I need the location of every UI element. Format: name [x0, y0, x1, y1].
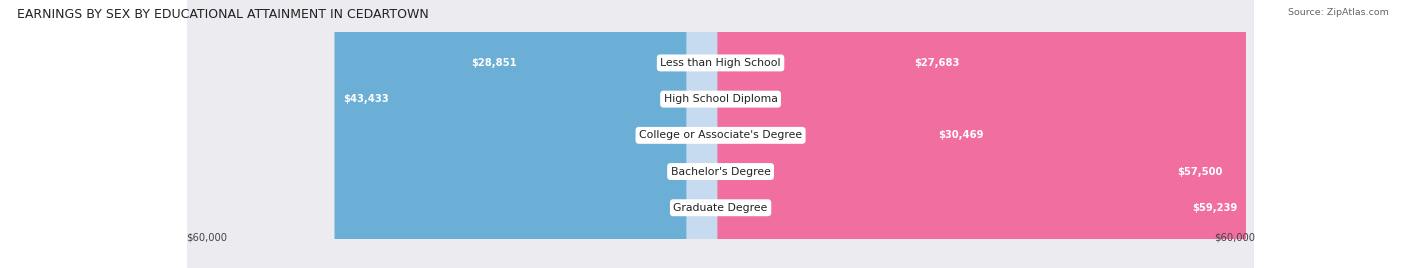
Text: $0: $0 — [673, 203, 686, 213]
Text: $0: $0 — [673, 166, 686, 177]
FancyBboxPatch shape — [717, 0, 1230, 268]
FancyBboxPatch shape — [686, 0, 723, 268]
FancyBboxPatch shape — [717, 0, 993, 268]
FancyBboxPatch shape — [463, 0, 724, 268]
Text: $28,851: $28,851 — [471, 58, 517, 68]
Text: $0: $0 — [673, 130, 686, 140]
Text: $27,683: $27,683 — [914, 58, 959, 68]
Text: $59,239: $59,239 — [1192, 203, 1237, 213]
Text: Graduate Degree: Graduate Degree — [673, 203, 768, 213]
FancyBboxPatch shape — [187, 0, 1254, 268]
Text: $0: $0 — [755, 94, 768, 104]
FancyBboxPatch shape — [187, 0, 1254, 268]
Text: $57,500: $57,500 — [1177, 166, 1222, 177]
Text: $30,469: $30,469 — [938, 130, 984, 140]
FancyBboxPatch shape — [187, 0, 1254, 268]
Text: Less than High School: Less than High School — [661, 58, 780, 68]
FancyBboxPatch shape — [718, 0, 755, 268]
Text: High School Diploma: High School Diploma — [664, 94, 778, 104]
Text: $43,433: $43,433 — [343, 94, 388, 104]
FancyBboxPatch shape — [335, 0, 724, 268]
Text: $60,000: $60,000 — [187, 232, 228, 243]
FancyBboxPatch shape — [686, 0, 723, 268]
Text: Bachelor's Degree: Bachelor's Degree — [671, 166, 770, 177]
FancyBboxPatch shape — [187, 0, 1254, 268]
Text: EARNINGS BY SEX BY EDUCATIONAL ATTAINMENT IN CEDARTOWN: EARNINGS BY SEX BY EDUCATIONAL ATTAINMEN… — [17, 8, 429, 21]
Text: $60,000: $60,000 — [1213, 232, 1254, 243]
FancyBboxPatch shape — [717, 0, 1246, 268]
FancyBboxPatch shape — [686, 0, 723, 268]
FancyBboxPatch shape — [187, 0, 1254, 268]
Text: Source: ZipAtlas.com: Source: ZipAtlas.com — [1288, 8, 1389, 17]
FancyBboxPatch shape — [717, 0, 967, 268]
Text: College or Associate's Degree: College or Associate's Degree — [638, 130, 803, 140]
